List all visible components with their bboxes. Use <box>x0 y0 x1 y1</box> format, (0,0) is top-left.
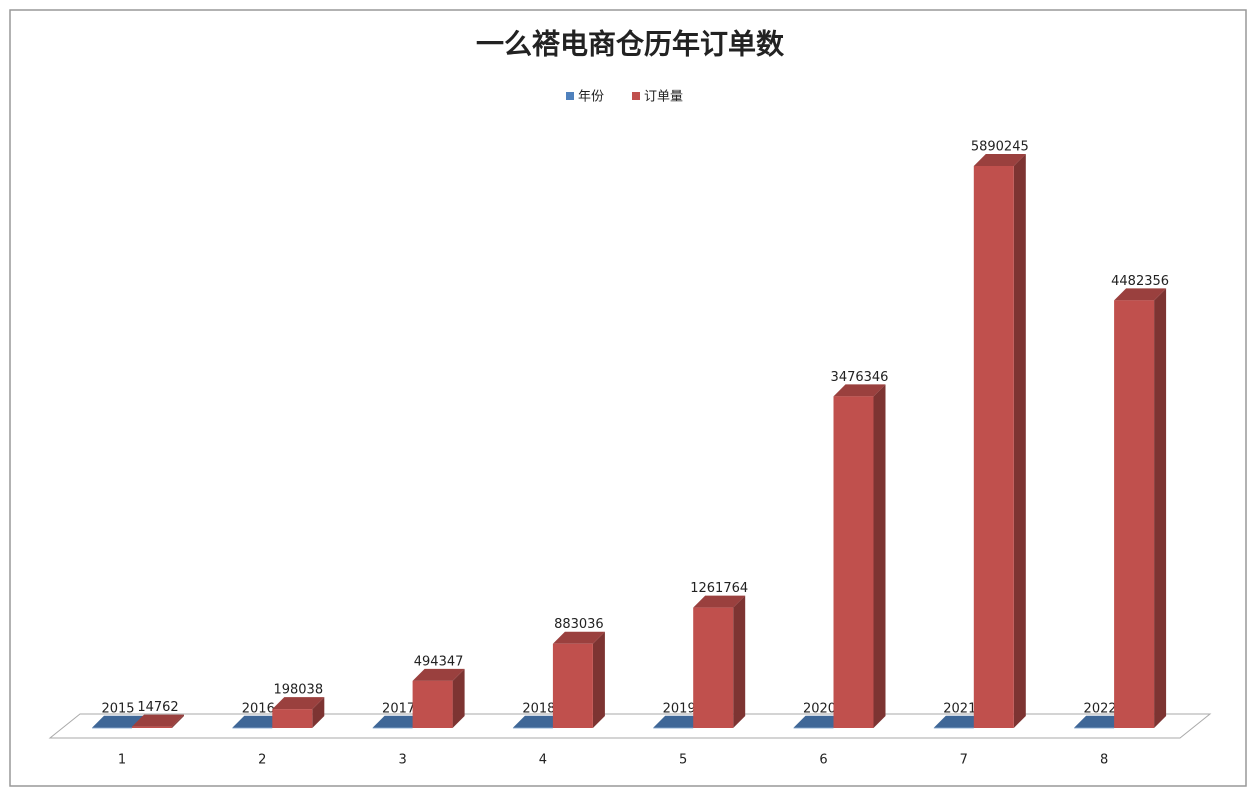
x-tick-label: 7 <box>960 753 968 768</box>
x-tick-label: 5 <box>679 753 687 768</box>
bar-top <box>272 697 325 710</box>
legend-swatch <box>566 92 574 100</box>
bar-front <box>552 643 593 728</box>
bar-front <box>512 727 553 729</box>
data-label: 2018 <box>522 701 555 716</box>
bar <box>833 384 886 728</box>
bar-side <box>873 384 886 728</box>
data-label: 198038 <box>273 683 323 698</box>
bar-front <box>793 727 834 729</box>
bar-top <box>1074 715 1127 728</box>
bar-side <box>312 697 325 728</box>
x-tick-label: 1 <box>118 753 126 768</box>
bar-top <box>653 715 706 728</box>
legend-label: 年份 <box>578 90 604 105</box>
data-label: 1261764 <box>690 581 748 596</box>
chart-frame <box>9 9 1247 787</box>
bar <box>973 154 1026 728</box>
data-label: 5890245 <box>971 140 1029 155</box>
data-label: 4482356 <box>1111 274 1169 289</box>
bar-top <box>933 715 986 728</box>
data-label: 2015 <box>101 701 134 716</box>
bar <box>693 595 746 728</box>
data-label: 3476346 <box>831 370 889 385</box>
bar-side <box>733 595 746 728</box>
bar-front <box>653 727 694 729</box>
bar-top <box>92 715 144 728</box>
bar-front <box>232 727 273 729</box>
data-label: 2016 <box>242 701 275 716</box>
x-tick-label: 3 <box>398 753 406 768</box>
bar <box>1114 288 1167 728</box>
bar-front <box>92 727 132 729</box>
bar <box>412 668 465 728</box>
bar-front <box>272 709 313 728</box>
data-label: 2020 <box>803 701 836 716</box>
bar-top <box>512 715 565 728</box>
bar-side <box>1154 288 1167 728</box>
bar-side <box>592 631 605 728</box>
bar-front <box>973 166 1014 728</box>
bar-top <box>693 595 746 608</box>
data-label: 2019 <box>663 701 696 716</box>
bar-top <box>833 384 886 397</box>
data-label: 14762 <box>137 700 178 715</box>
data-label: 2022 <box>1084 701 1117 716</box>
bar-top <box>793 715 846 728</box>
bar <box>272 697 325 728</box>
bar-front <box>1074 727 1115 729</box>
bar-front <box>372 727 413 729</box>
bar-front <box>1114 300 1155 728</box>
bar-top <box>973 154 1026 166</box>
bar-front <box>933 727 974 729</box>
data-label: 2017 <box>382 701 415 716</box>
floor <box>48 713 1212 739</box>
bar-side <box>172 714 184 728</box>
bar-front <box>833 396 874 728</box>
bar-front <box>132 726 172 728</box>
bar-side <box>1013 154 1026 728</box>
bar-top <box>552 631 605 644</box>
x-tick-label: 2 <box>258 753 266 768</box>
data-label: 883036 <box>554 617 604 632</box>
bar-top <box>232 715 285 728</box>
x-tick-label: 4 <box>539 753 547 768</box>
x-tick-label: 6 <box>819 753 827 768</box>
bar <box>552 631 605 728</box>
data-label: 2021 <box>943 701 976 716</box>
bar-side <box>452 668 465 728</box>
chart-title: 一么褡电商仓历年订单数 <box>476 28 785 61</box>
legend-label: 订单量 <box>644 90 683 105</box>
bar-top <box>412 668 465 681</box>
data-label: 494347 <box>414 654 464 669</box>
x-tick-label: 8 <box>1100 753 1108 768</box>
bar-front <box>693 607 734 728</box>
legend-swatch <box>632 92 640 100</box>
bar-top <box>132 714 184 727</box>
bar-top <box>1114 288 1167 301</box>
bar-top <box>372 715 425 728</box>
bar <box>132 714 184 728</box>
bar-front <box>412 680 453 728</box>
